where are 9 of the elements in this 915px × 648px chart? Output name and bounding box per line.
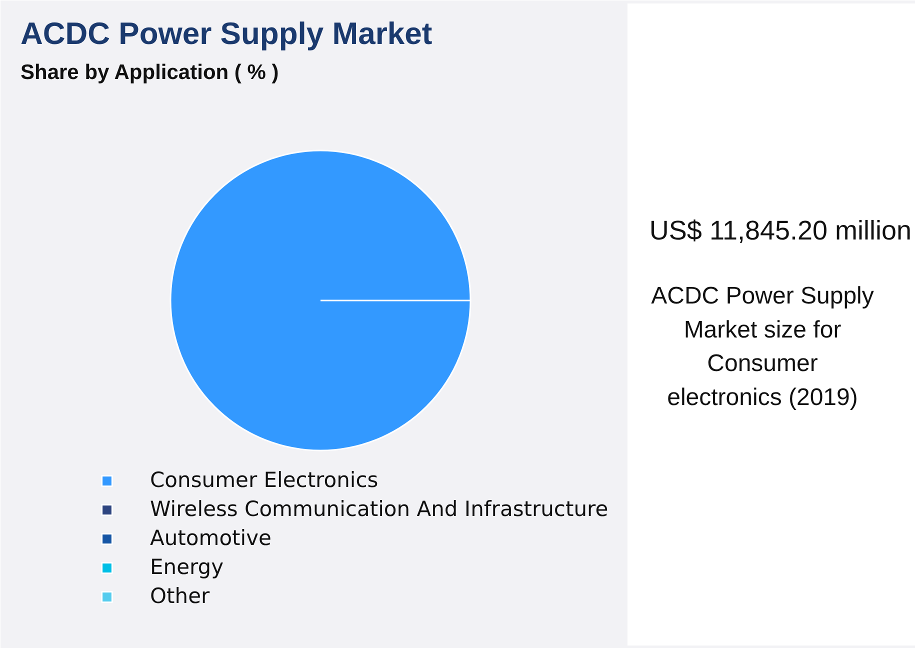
text: US$ 11,845.20 million — [649, 216, 912, 246]
legend-label: Energy — [150, 555, 224, 579]
legend-label: Automotive — [150, 526, 272, 550]
chart-title: ACDC Power Supply Market — [20, 16, 432, 51]
legend-label: Wireless Communication And Infrastructure — [150, 497, 608, 521]
legend-label: Consumer Electronics — [150, 468, 378, 492]
text: ACDC Power Supply Market size for Consumer electronics (2019) — [651, 282, 874, 411]
legend-label: Other — [150, 584, 210, 608]
chart-subtitle: Share by Application ( % ) — [20, 61, 279, 84]
